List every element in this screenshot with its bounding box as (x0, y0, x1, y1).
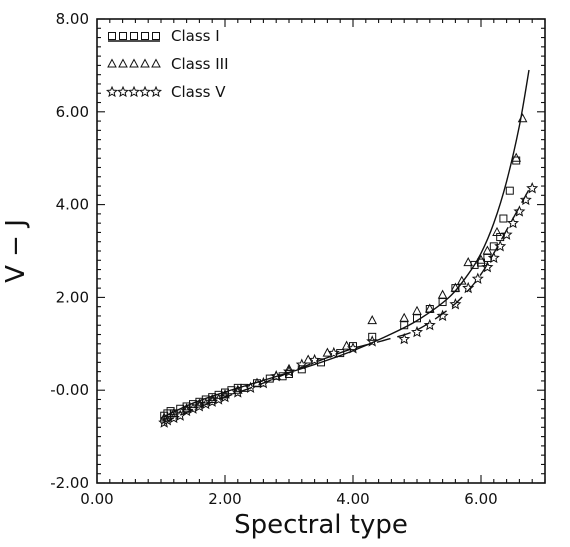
point-series-2 (283, 365, 295, 377)
tick-labels: 0.00 2.00 4.00 6.00 -2.00 -0.00 2.00 4.00 6.00 8.… (50, 10, 498, 508)
point-series-2 (347, 342, 359, 354)
point-series-2 (423, 318, 436, 331)
point-series-2 (471, 272, 484, 284)
point-series-0 (221, 388, 229, 397)
legend-marker (107, 58, 117, 68)
point-series-1 (482, 245, 493, 255)
legend-marker (140, 58, 150, 68)
point-series-2 (513, 205, 526, 217)
point-series-2 (526, 182, 539, 194)
point-series-1 (412, 305, 422, 315)
point-series-1 (476, 254, 486, 264)
point-series-0 (499, 214, 508, 223)
legend-marker (150, 85, 162, 98)
legend-marker (129, 58, 139, 68)
legend-marker (128, 85, 140, 98)
point-series-2 (507, 216, 519, 229)
point-series-2 (219, 390, 231, 403)
point-series-2 (308, 353, 321, 366)
fit-line-series-0 (160, 69, 530, 419)
legend-marker (118, 58, 128, 68)
point-series-0 (505, 186, 514, 195)
x-axis-title: Spectral type (234, 510, 408, 540)
point-series-2 (481, 260, 494, 273)
point-series-2 (244, 381, 257, 393)
y-tick-label: 2.00 (56, 288, 89, 306)
point-series-1 (456, 275, 467, 285)
legend-label: Class III (171, 55, 229, 73)
legend: Class I Class III Class V (106, 27, 229, 101)
point-series-2 (462, 281, 475, 294)
point-series-2 (500, 228, 513, 240)
y-tick-label: -2.00 (50, 474, 89, 492)
point-series-2 (436, 309, 449, 322)
legend-marker (117, 85, 129, 98)
point-series-2 (449, 298, 462, 310)
point-series-0 (182, 402, 191, 411)
legend-marker (119, 32, 127, 40)
point-series-2 (327, 346, 340, 359)
point-series-1 (271, 370, 282, 380)
point-series-1 (424, 303, 435, 313)
fit-line-series-2 (160, 183, 533, 425)
point-series-1 (492, 226, 502, 236)
point-series-2 (519, 193, 532, 206)
x-tick-label: 6.00 (464, 490, 497, 508)
point-series-1 (284, 363, 294, 373)
point-series-1 (511, 152, 522, 162)
point-series-0 (233, 383, 242, 392)
point-series-0 (208, 393, 217, 402)
point-series-2 (231, 386, 244, 398)
legend-marker (141, 32, 149, 40)
point-series-2 (270, 369, 283, 382)
point-series-2 (257, 376, 270, 389)
point-series-2 (295, 358, 308, 370)
x-tick-label: 4.00 (336, 490, 369, 508)
legend-marker (130, 32, 138, 40)
point-series-1 (437, 289, 448, 299)
point-series-1 (232, 384, 243, 394)
legend-marker (106, 85, 118, 98)
y-axis-title: V − J (1, 219, 31, 283)
legend-marker (139, 85, 151, 98)
y-tick-label: 4.00 (56, 196, 89, 214)
point-series-1 (168, 407, 179, 417)
point-series-2 (398, 332, 411, 345)
point-series-0 (368, 332, 377, 341)
point-series-1 (367, 315, 378, 325)
point-series-1 (517, 113, 528, 123)
y-tick-label: 6.00 (56, 103, 89, 121)
point-series-1 (220, 389, 230, 399)
legend-marker (108, 32, 116, 40)
y-tick-label: 8.00 (56, 10, 89, 28)
point-series-1 (341, 340, 352, 350)
data-points (158, 113, 539, 428)
point-series-2 (487, 251, 500, 264)
point-series-2 (411, 325, 423, 338)
legend-marker (151, 58, 161, 68)
fit-curves (160, 69, 533, 425)
point-series-2 (366, 335, 379, 347)
x-tick-label: 0.00 (80, 490, 113, 508)
legend-label: Class V (171, 83, 226, 101)
point-series-1 (450, 282, 461, 292)
legend-label: Class I (171, 27, 220, 45)
x-tick-label: 2.00 (208, 490, 241, 508)
point-series-0 (195, 397, 204, 406)
legend-marker (152, 32, 160, 40)
point-series-2 (494, 240, 507, 252)
point-series-0 (470, 260, 479, 269)
axis-ticks (96, 18, 546, 484)
y-tick-label: -0.00 (50, 381, 89, 399)
point-series-0 (285, 369, 293, 378)
point-series-1 (463, 257, 474, 267)
point-series-1 (399, 312, 410, 322)
